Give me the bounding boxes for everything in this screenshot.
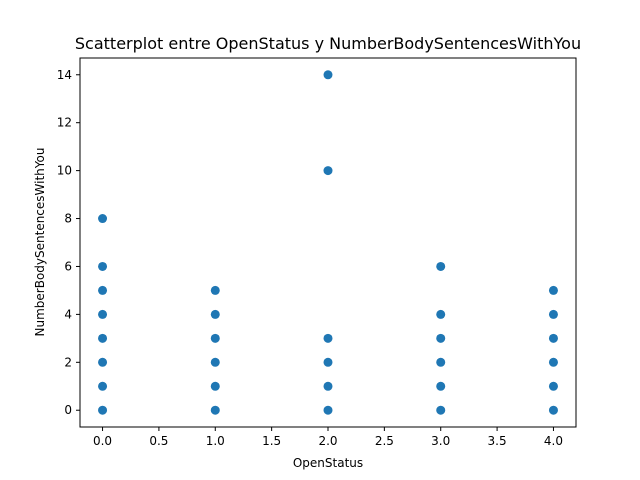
- chart-title: Scatterplot entre OpenStatus y NumberBod…: [75, 34, 581, 53]
- y-tick-label: 10: [57, 164, 72, 178]
- data-point: [210, 357, 220, 367]
- points-layer: [98, 70, 558, 415]
- data-point: [548, 285, 558, 295]
- data-point: [548, 309, 558, 319]
- x-tick-label: 2.5: [375, 434, 394, 448]
- data-point: [98, 214, 108, 224]
- data-point: [548, 333, 558, 343]
- data-point: [98, 405, 108, 415]
- x-tick-label: 4.0: [544, 434, 563, 448]
- y-tick-label: 0: [64, 403, 72, 417]
- y-axis: 0 2 4 6 8 10 12 14: [57, 68, 80, 417]
- data-point: [98, 357, 108, 367]
- y-tick-label: 2: [64, 355, 72, 369]
- y-tick-label: 14: [57, 68, 72, 82]
- data-point: [210, 285, 220, 295]
- data-point: [436, 405, 446, 415]
- x-tick-label: 3.5: [488, 434, 507, 448]
- data-point: [210, 333, 220, 343]
- x-axis-label: OpenStatus: [293, 456, 363, 470]
- data-point: [323, 166, 333, 176]
- data-point: [323, 333, 333, 343]
- data-point: [323, 357, 333, 367]
- data-point: [323, 381, 333, 391]
- x-tick-label: 0.5: [149, 434, 168, 448]
- data-point: [436, 381, 446, 391]
- data-point: [210, 405, 220, 415]
- data-point: [98, 333, 108, 343]
- data-point: [210, 309, 220, 319]
- data-point: [436, 261, 446, 271]
- y-tick-label: 8: [64, 212, 72, 226]
- y-tick-label: 12: [57, 116, 72, 130]
- y-tick-label: 4: [64, 307, 72, 321]
- data-point: [548, 405, 558, 415]
- x-axis: 0.0 0.5 1.0 1.5 2.0 2.5 3.0 3.5 4.0: [93, 427, 563, 448]
- data-point: [98, 285, 108, 295]
- data-point: [436, 309, 446, 319]
- data-point: [210, 381, 220, 391]
- data-point: [98, 309, 108, 319]
- data-point: [323, 405, 333, 415]
- data-point: [548, 357, 558, 367]
- data-point: [323, 70, 333, 80]
- x-tick-label: 3.0: [431, 434, 450, 448]
- data-point: [98, 261, 108, 271]
- data-point: [436, 357, 446, 367]
- x-tick-label: 1.0: [206, 434, 225, 448]
- x-tick-label: 1.5: [262, 434, 281, 448]
- data-point: [98, 381, 108, 391]
- data-point: [548, 381, 558, 391]
- data-point: [436, 333, 446, 343]
- x-tick-label: 0.0: [93, 434, 112, 448]
- x-tick-label: 2.0: [318, 434, 337, 448]
- y-axis-label: NumberBodySentencesWithYou: [33, 148, 47, 337]
- y-tick-label: 6: [64, 259, 72, 273]
